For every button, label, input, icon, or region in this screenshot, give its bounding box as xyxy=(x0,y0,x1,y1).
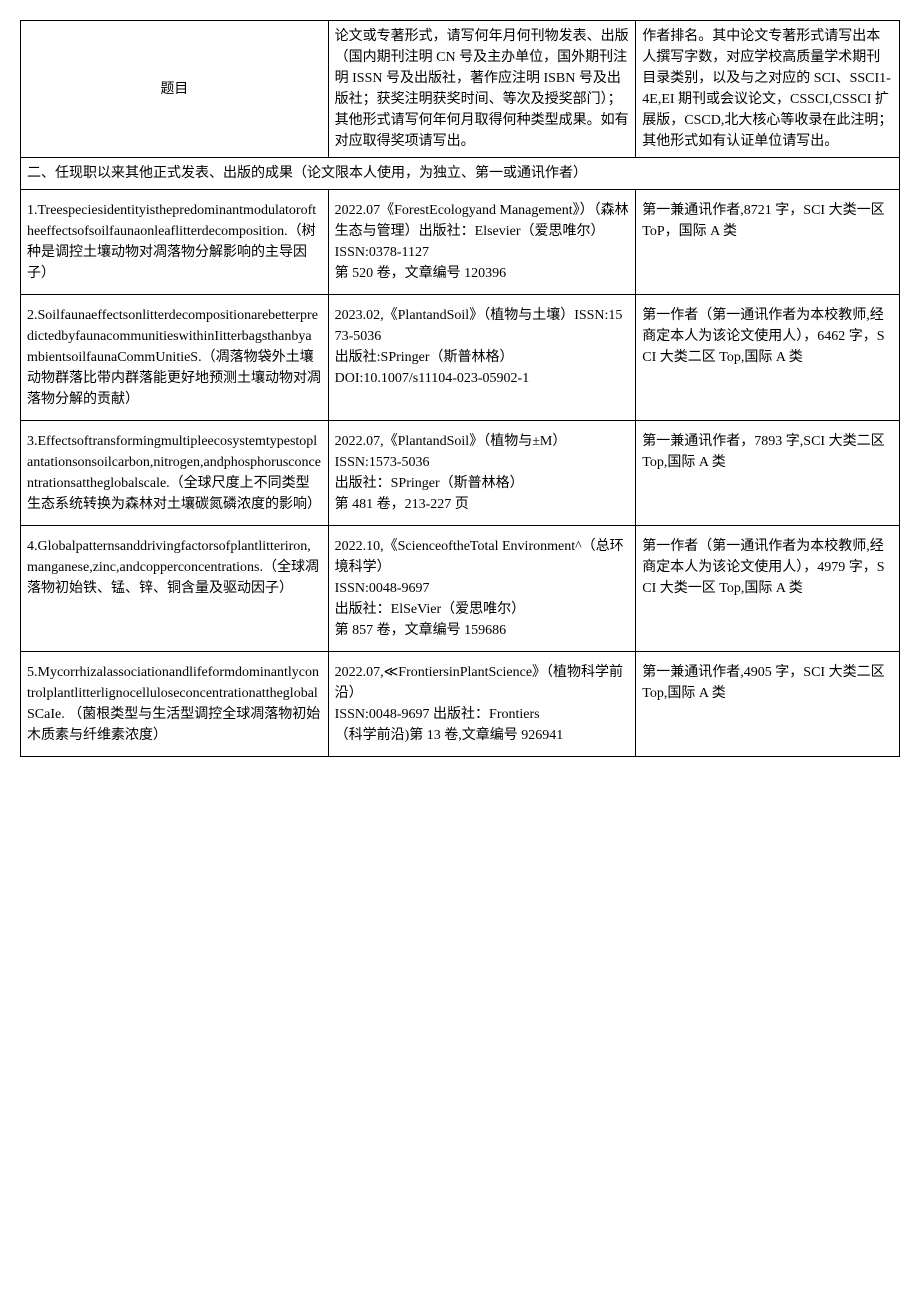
row-title: 3.Effectsoftransformingmultipleecosystem… xyxy=(21,421,329,526)
section-title: 二、任现职以来其他正式发表、出版的成果（论文限本人使用，为独立、第一或通讯作者） xyxy=(21,158,900,190)
table-row: 4.Globalpatternsanddrivingfactorsofplant… xyxy=(21,526,900,652)
row-author: 第一兼通讯作者,4905 字，SCI 大类二区 Top,国际 A 类 xyxy=(636,652,900,757)
publications-table: 题目 论文或专著形式，请写何年月何刊物发表、出版（国内期刊注明 CN 号及主办单… xyxy=(20,20,900,757)
row-title: 2.Soilfaunaeffectsonlitterdecompositiona… xyxy=(21,295,329,421)
row-publication: 2022.07,《PlantandSoil》（植物与±M）ISSN:1573-5… xyxy=(328,421,636,526)
row-title: 1.Treespeciesidentityisthepredominantmod… xyxy=(21,190,329,295)
header-author: 作者排名。其中论文专著形式请写出本人撰写字数，对应学校高质量学术期刊目录类别，以… xyxy=(636,21,900,158)
section-header-row: 二、任现职以来其他正式发表、出版的成果（论文限本人使用，为独立、第一或通讯作者） xyxy=(21,158,900,190)
header-publication: 论文或专著形式，请写何年月何刊物发表、出版（国内期刊注明 CN 号及主办单位，国… xyxy=(328,21,636,158)
row-author: 第一作者（第一通讯作者为本校教师,经商定本人为该论文使用人），4979 字，SC… xyxy=(636,526,900,652)
row-publication: 2022.07,≪FrontiersinPlantScience》（植物科学前沿… xyxy=(328,652,636,757)
table-row: 1.Treespeciesidentityisthepredominantmod… xyxy=(21,190,900,295)
row-title: 4.Globalpatternsanddrivingfactorsofplant… xyxy=(21,526,329,652)
table-row: 2.Soilfaunaeffectsonlitterdecompositiona… xyxy=(21,295,900,421)
row-author: 第一兼通讯作者,8721 字，SCI 大类一区 ToP，国际 A 类 xyxy=(636,190,900,295)
row-title: 5.Mycorrhizalassociationandlifeformdomin… xyxy=(21,652,329,757)
row-author: 第一兼通讯作者，7893 字,SCI 大类二区 Top,国际 A 类 xyxy=(636,421,900,526)
row-author: 第一作者（第一通讯作者为本校教师,经商定本人为该论文使用人），6462 字，SC… xyxy=(636,295,900,421)
table-row: 5.Mycorrhizalassociationandlifeformdomin… xyxy=(21,652,900,757)
row-publication: 2023.02,《PlantandSoil》（植物与土壤）ISSN:1573-5… xyxy=(328,295,636,421)
table-row: 3.Effectsoftransformingmultipleecosystem… xyxy=(21,421,900,526)
row-publication: 2022.07《ForestEcologyand Management》）（森林… xyxy=(328,190,636,295)
row-publication: 2022.10,《ScienceoftheTotal Environment^（… xyxy=(328,526,636,652)
header-title: 题目 xyxy=(21,21,329,158)
table-header-row: 题目 论文或专著形式，请写何年月何刊物发表、出版（国内期刊注明 CN 号及主办单… xyxy=(21,21,900,158)
